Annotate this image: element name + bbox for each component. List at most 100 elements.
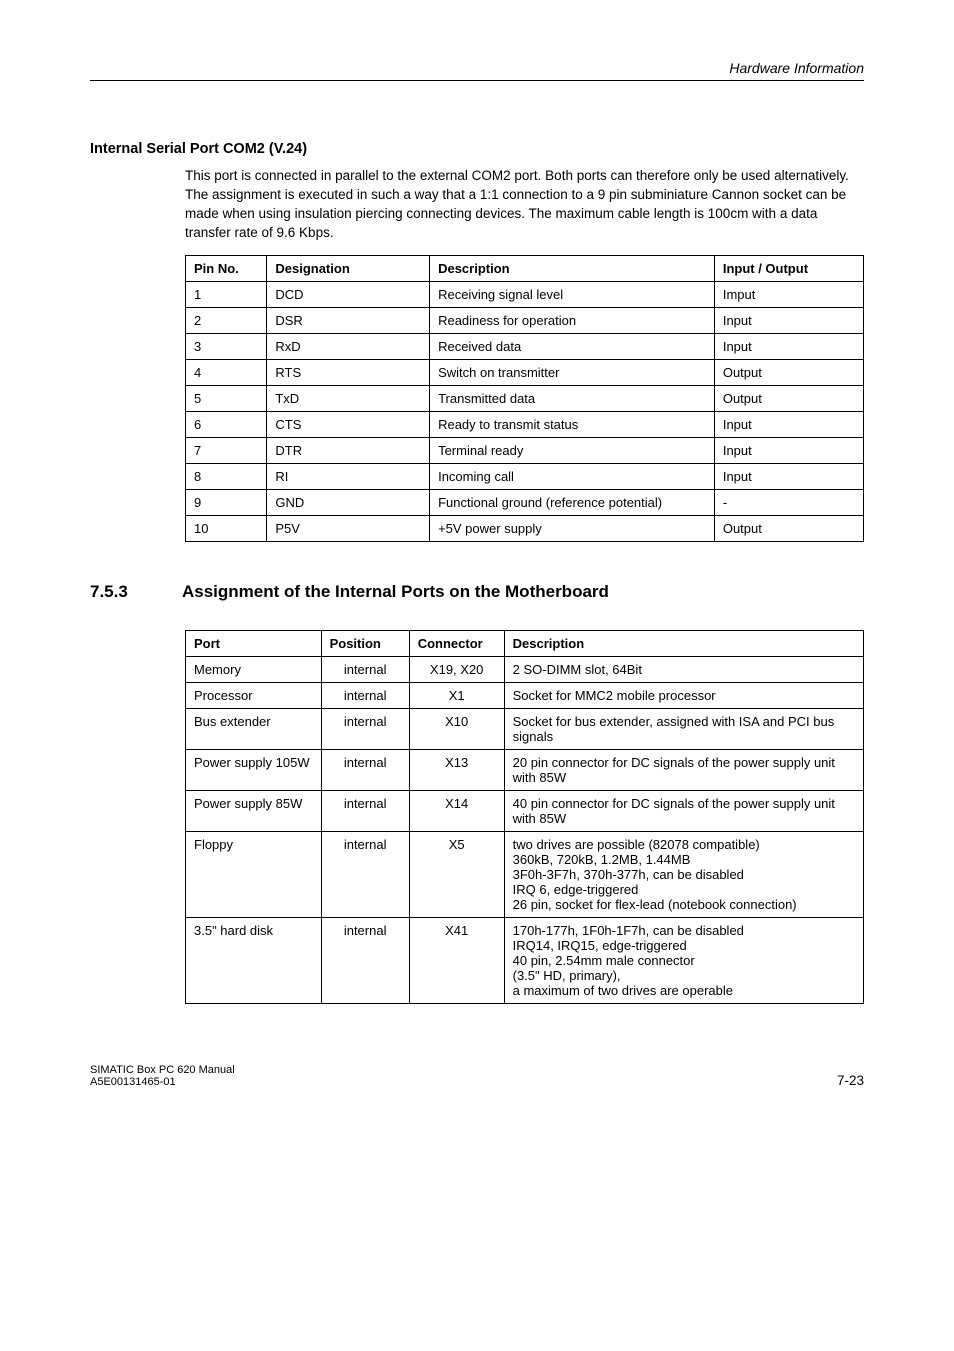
footer-page-number: 7-23: [837, 1073, 864, 1088]
table-cell: X19, X20: [409, 656, 504, 682]
table-cell: Ready to transmit status: [430, 411, 715, 437]
table-cell: 1: [186, 281, 267, 307]
table-753: PortPositionConnectorDescription Memoryi…: [185, 630, 864, 1004]
table-row: ProcessorinternalX1Socket for MMC2 mobil…: [186, 682, 864, 708]
table-header: Description: [504, 630, 863, 656]
table-cell: -: [714, 489, 863, 515]
table-row: 8RIIncoming callInput: [186, 463, 864, 489]
table-row: 3.5" hard diskinternalX41170h-177h, 1F0h…: [186, 917, 864, 1003]
table-cell: Socket for bus extender, assigned with I…: [504, 708, 863, 749]
table-header: Designation: [267, 255, 430, 281]
table-cell: X5: [409, 831, 504, 917]
table-cell: 8: [186, 463, 267, 489]
table-row: FloppyinternalX5two drives are possible …: [186, 831, 864, 917]
table-cell: RTS: [267, 359, 430, 385]
table-com2: Pin No.DesignationDescriptionInput / Out…: [185, 255, 864, 542]
table-cell: two drives are possible (82078 compatibl…: [504, 831, 863, 917]
table-header: Input / Output: [714, 255, 863, 281]
table-cell: Power supply 85W: [186, 790, 322, 831]
table-cell: Transmitted data: [430, 385, 715, 411]
table-cell: Processor: [186, 682, 322, 708]
table-cell: Memory: [186, 656, 322, 682]
table-header: Position: [321, 630, 409, 656]
footer-manual-title: SIMATIC Box PC 620 Manual: [90, 1064, 235, 1076]
running-header: Hardware Information: [90, 60, 864, 81]
table-cell: TxD: [267, 385, 430, 411]
table-cell: internal: [321, 656, 409, 682]
table-row: 3RxDReceived dataInput: [186, 333, 864, 359]
table-row: 2DSRReadiness for operationInput: [186, 307, 864, 333]
table-cell: Input: [714, 411, 863, 437]
table-header: Port: [186, 630, 322, 656]
table-row: Power supply 85WinternalX1440 pin connec…: [186, 790, 864, 831]
table-cell: GND: [267, 489, 430, 515]
table-cell: 5: [186, 385, 267, 411]
table-row: 9GNDFunctional ground (reference potenti…: [186, 489, 864, 515]
table-cell: 40 pin connector for DC signals of the p…: [504, 790, 863, 831]
footer-doc-number: A5E00131465-01: [90, 1076, 235, 1088]
table-cell: X14: [409, 790, 504, 831]
table-cell: 2 SO-DIMM slot, 64Bit: [504, 656, 863, 682]
table-row: 7DTRTerminal readyInput: [186, 437, 864, 463]
table-header: Description: [430, 255, 715, 281]
table-cell: internal: [321, 917, 409, 1003]
table-cell: Imput: [714, 281, 863, 307]
table-cell: internal: [321, 790, 409, 831]
page-footer: SIMATIC Box PC 620 Manual A5E00131465-01…: [90, 1064, 864, 1088]
table-cell: Input: [714, 437, 863, 463]
table-row: 4RTSSwitch on transmitterOutput: [186, 359, 864, 385]
table-row: Power supply 105WinternalX1320 pin conne…: [186, 749, 864, 790]
table-cell: 3.5" hard disk: [186, 917, 322, 1003]
table-cell: internal: [321, 682, 409, 708]
table-cell: 4: [186, 359, 267, 385]
table-cell: 7: [186, 437, 267, 463]
table-cell: 6: [186, 411, 267, 437]
table-cell: RxD: [267, 333, 430, 359]
table-cell: Output: [714, 359, 863, 385]
table-cell: 9: [186, 489, 267, 515]
footer-left: SIMATIC Box PC 620 Manual A5E00131465-01: [90, 1064, 235, 1088]
table-row: MemoryinternalX19, X202 SO-DIMM slot, 64…: [186, 656, 864, 682]
table-cell: Input: [714, 333, 863, 359]
table-row: Bus extenderinternalX10Socket for bus ex…: [186, 708, 864, 749]
table-cell: RI: [267, 463, 430, 489]
table-row: 10P5V+5V power supplyOutput: [186, 515, 864, 541]
table-cell: X41: [409, 917, 504, 1003]
table-cell: 2: [186, 307, 267, 333]
table-cell: Power supply 105W: [186, 749, 322, 790]
table-cell: 10: [186, 515, 267, 541]
table-cell: DTR: [267, 437, 430, 463]
table-header: Connector: [409, 630, 504, 656]
table-cell: Functional ground (reference potential): [430, 489, 715, 515]
table-header: Pin No.: [186, 255, 267, 281]
table-cell: CTS: [267, 411, 430, 437]
table-cell: Incoming call: [430, 463, 715, 489]
table-cell: Receiving signal level: [430, 281, 715, 307]
paragraph-com2: This port is connected in parallel to th…: [185, 167, 864, 243]
table-cell: X13: [409, 749, 504, 790]
heading-com2: Internal Serial Port COM2 (V.24): [90, 141, 864, 157]
table-cell: X1: [409, 682, 504, 708]
table-cell: Bus extender: [186, 708, 322, 749]
table-cell: Input: [714, 463, 863, 489]
table-cell: Readiness for operation: [430, 307, 715, 333]
table-cell: 20 pin connector for DC signals of the p…: [504, 749, 863, 790]
table-cell: Floppy: [186, 831, 322, 917]
table-cell: 170h-177h, 1F0h-1F7h, can be disabledIRQ…: [504, 917, 863, 1003]
table-cell: Output: [714, 515, 863, 541]
table-cell: Socket for MMC2 mobile processor: [504, 682, 863, 708]
table-cell: DSR: [267, 307, 430, 333]
table-row: 5TxDTransmitted dataOutput: [186, 385, 864, 411]
table-row: 6CTSReady to transmit statusInput: [186, 411, 864, 437]
table-cell: Switch on transmitter: [430, 359, 715, 385]
table-cell: +5V power supply: [430, 515, 715, 541]
table-cell: Received data: [430, 333, 715, 359]
heading-753-number: 7.5.3: [90, 582, 182, 602]
heading-753: 7.5.3Assignment of the Internal Ports on…: [90, 582, 864, 602]
heading-753-title: Assignment of the Internal Ports on the …: [182, 582, 609, 601]
table-cell: X10: [409, 708, 504, 749]
table-cell: DCD: [267, 281, 430, 307]
table-cell: internal: [321, 831, 409, 917]
table-cell: internal: [321, 749, 409, 790]
table-cell: internal: [321, 708, 409, 749]
